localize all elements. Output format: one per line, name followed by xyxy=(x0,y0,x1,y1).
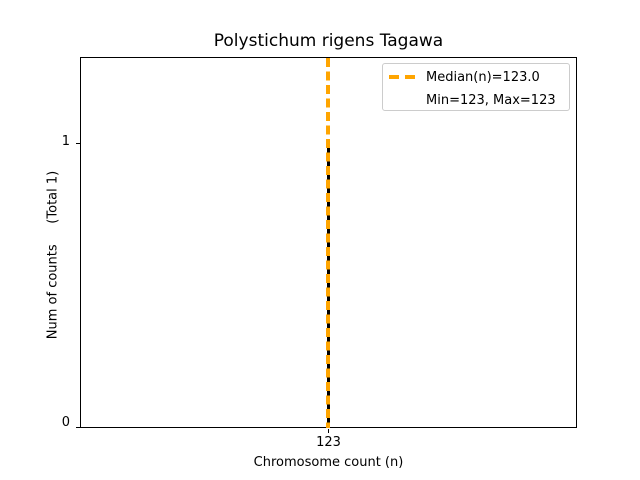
legend: Median(n)=123.0 Min=123, Max=123 xyxy=(382,63,570,111)
y-tick-label-0: 0 xyxy=(61,415,70,430)
median-dashed-line-icon xyxy=(389,75,415,79)
x-tick-mark-123 xyxy=(328,429,329,433)
y-tick-label-1: 1 xyxy=(61,134,70,149)
y-axis-label: Num of counts (Total 1) xyxy=(45,170,61,340)
median-line xyxy=(326,58,330,428)
chart-title: Polystichum rigens Tagawa xyxy=(213,31,444,51)
legend-entry-median: Median(n)=123.0 xyxy=(426,70,540,85)
x-axis-label: Chromosome count (n) xyxy=(253,455,404,470)
legend-entry-minmax: Min=123, Max=123 xyxy=(426,93,556,108)
y-tick-mark-0 xyxy=(76,427,80,428)
x-tick-label-123: 123 xyxy=(316,435,341,450)
y-tick-mark-1 xyxy=(76,143,80,144)
